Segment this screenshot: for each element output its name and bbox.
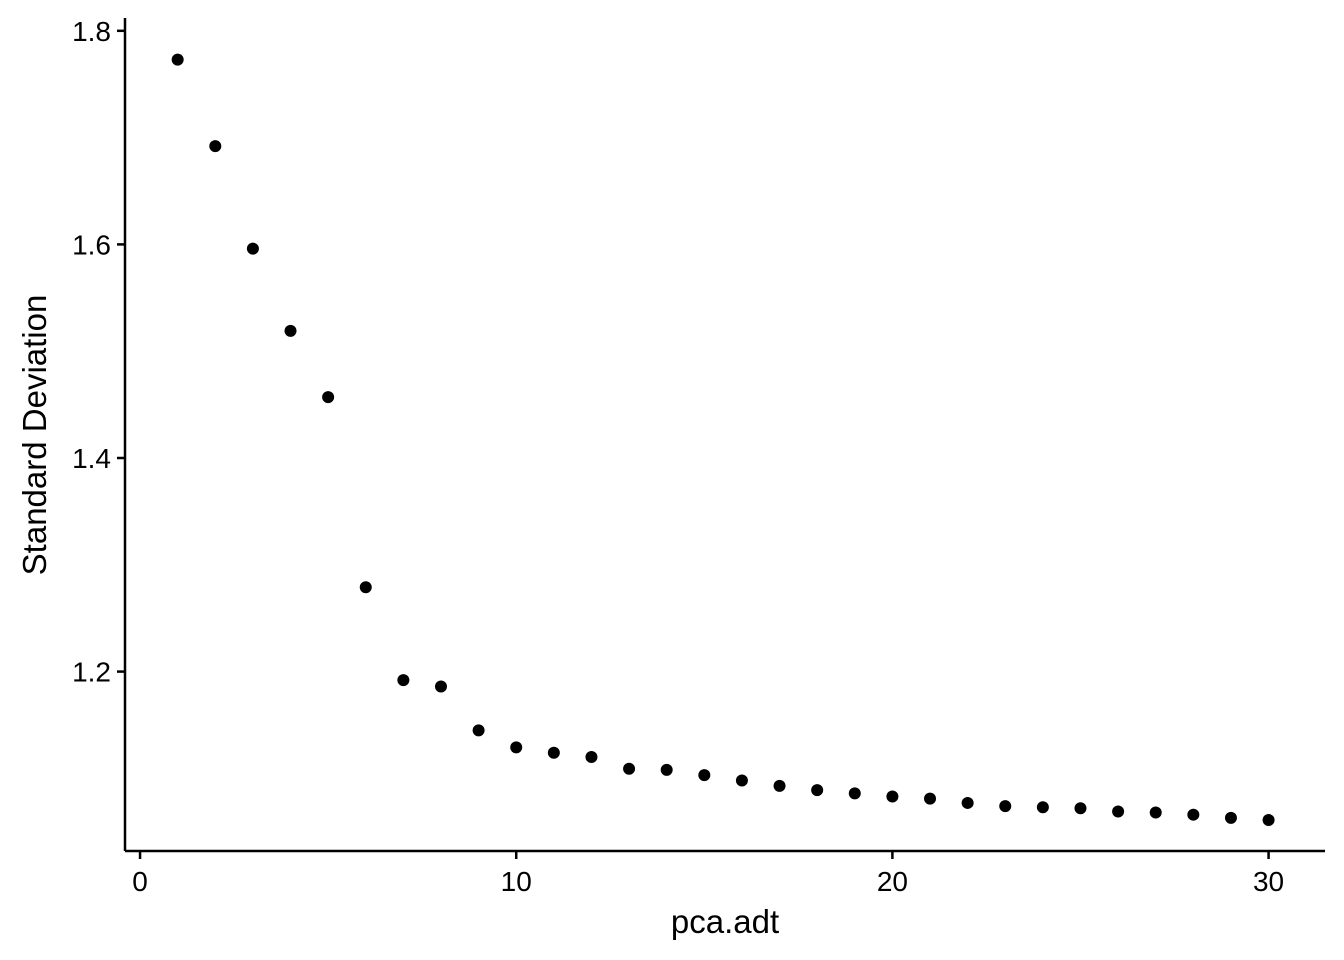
data-point	[999, 800, 1012, 813]
data-point	[698, 769, 711, 782]
data-point	[773, 779, 786, 792]
data-point	[1112, 805, 1125, 818]
y-axis-title: Standard Deviation	[16, 295, 53, 576]
data-point	[961, 796, 974, 809]
data-point	[359, 581, 372, 594]
data-point	[660, 763, 673, 776]
data-point	[1074, 802, 1087, 815]
x-tick-label: 20	[877, 866, 908, 897]
data-point	[1036, 801, 1049, 814]
data-point	[1187, 808, 1200, 821]
x-tick-label: 30	[1253, 866, 1284, 897]
data-point	[472, 724, 485, 737]
data-point	[397, 674, 410, 687]
data-point	[811, 784, 824, 797]
data-point	[510, 741, 523, 754]
data-point	[1149, 806, 1162, 819]
y-axis: 1.2 1.4 1.6 1.8	[72, 16, 127, 851]
data-point	[886, 790, 899, 803]
x-axis-title: pca.adt	[671, 903, 779, 940]
data-point	[1224, 811, 1237, 824]
y-tick-label: 1.6	[72, 229, 111, 260]
data-point	[284, 324, 297, 337]
data-point	[434, 680, 447, 693]
data-point	[623, 762, 636, 775]
data-point	[209, 140, 222, 153]
data-points	[171, 53, 1275, 827]
data-point	[1262, 814, 1275, 827]
data-point	[735, 774, 748, 787]
data-point	[547, 746, 560, 759]
x-tick-label: 10	[501, 866, 532, 897]
x-tick-label: 0	[132, 866, 148, 897]
y-tick-label: 1.8	[72, 16, 111, 47]
data-point	[322, 391, 335, 404]
data-point	[171, 53, 184, 66]
data-point	[848, 787, 861, 800]
y-tick-label: 1.4	[72, 443, 111, 474]
y-tick-label: 1.2	[72, 657, 111, 688]
data-point	[585, 751, 598, 764]
data-point	[924, 792, 937, 805]
x-axis: 0 10 20 30	[125, 849, 1325, 897]
data-point	[246, 242, 259, 255]
